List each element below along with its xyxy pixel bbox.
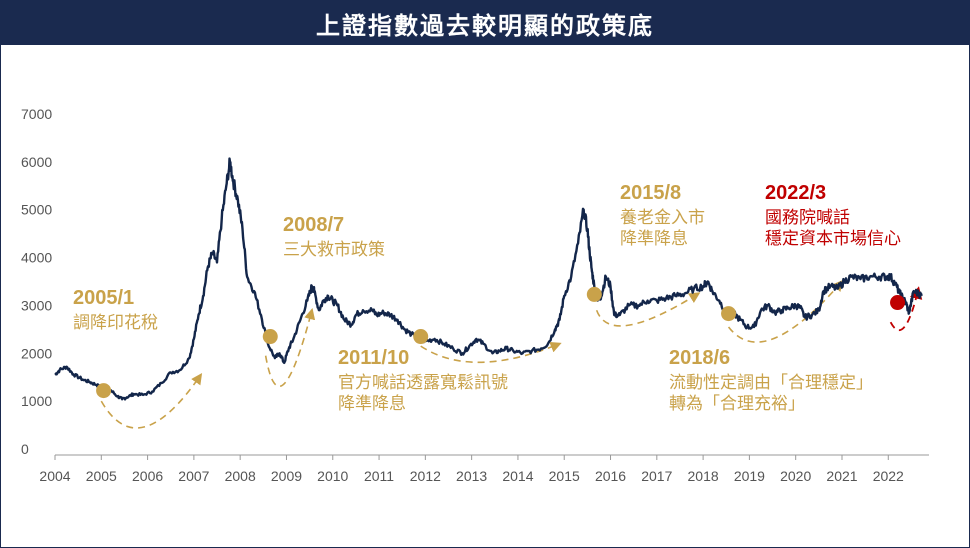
annotation-text: 調降印花稅 xyxy=(73,313,158,333)
x-tick-label: 2012 xyxy=(410,468,441,484)
annotation-text: 三大救市政策 xyxy=(283,240,385,260)
policy-bottom-curve xyxy=(727,279,844,343)
policy-bottom-marker xyxy=(721,306,737,322)
annotation-text: 流動性定調由「合理穩定」 xyxy=(669,373,873,393)
x-tick-label: 2004 xyxy=(39,468,70,484)
y-tick-label: 7000 xyxy=(21,106,52,122)
annotation-text: 降準降息 xyxy=(338,394,406,414)
y-tick-label: 3000 xyxy=(21,297,52,313)
annotation-date: 2005/1 xyxy=(73,287,134,309)
annotation-text: 養老金入市 xyxy=(620,208,705,228)
y-tick-label: 2000 xyxy=(21,345,52,361)
y-tick-label: 1000 xyxy=(21,393,52,409)
policy-bottom-curve xyxy=(100,372,203,429)
x-tick-label: 2014 xyxy=(502,468,533,484)
x-tick-label: 2019 xyxy=(734,468,765,484)
policy-bottom-curve xyxy=(420,341,562,364)
y-tick-label: 4000 xyxy=(21,250,52,266)
policy-bottom-marker xyxy=(586,286,602,302)
x-tick-label: 2015 xyxy=(549,468,580,484)
annotation-labels: 2005/1 調降印花稅 2008/7 三大救市政策 2011/10 官方喊話透露寬鬆訊號… xyxy=(73,182,901,414)
annotation-date: 2018/6 xyxy=(669,347,730,369)
x-tick-label: 2016 xyxy=(595,468,626,484)
index-series-line xyxy=(54,157,923,401)
policy-markers xyxy=(96,286,906,399)
annotation-date: 2011/10 xyxy=(338,347,409,369)
x-tick-label: 2007 xyxy=(178,468,209,484)
annotation-text: 降準降息 xyxy=(620,229,688,249)
policy-bottom-marker xyxy=(413,329,429,345)
y-tick-label: 5000 xyxy=(21,202,52,218)
policy-bottom-marker xyxy=(890,295,906,311)
chart-title: 上證指數過去較明顯的政策底 xyxy=(316,11,654,40)
x-tick-label: 2017 xyxy=(641,468,672,484)
policy-bottom-curves xyxy=(100,279,923,429)
series-group xyxy=(54,157,923,401)
x-tick-label: 2013 xyxy=(456,468,487,484)
policy-bottom-curve xyxy=(595,292,701,327)
x-tick-label: 2011 xyxy=(364,468,394,484)
x-tick-label: 2018 xyxy=(688,468,719,484)
annotation-text: 轉為「合理充裕」 xyxy=(669,394,805,414)
policy-bottom-marker xyxy=(96,383,112,399)
annotation-date: 2015/8 xyxy=(620,182,681,204)
annotation-date: 2022/3 xyxy=(765,182,826,204)
x-tick-label: 2005 xyxy=(86,468,117,484)
title-bar: 上證指數過去較明顯的政策底 xyxy=(1,1,969,45)
x-tick-label: 2006 xyxy=(132,468,163,484)
annotation-date: 2008/7 xyxy=(283,214,344,236)
x-tick-label: 2010 xyxy=(317,468,348,484)
y-tick-label: 6000 xyxy=(21,154,52,170)
axes-group: 0 1000 2000 3000 4000 5000 6000 7000 2004 2005 200… xyxy=(21,106,929,484)
x-tick-label: 2020 xyxy=(780,468,811,484)
x-tick-label: 2009 xyxy=(271,468,302,484)
policy-bottom-curve xyxy=(264,308,316,388)
annotation-text: 穩定資本市場信心 xyxy=(765,229,901,249)
y-tick-label: 0 xyxy=(21,441,29,457)
annotation-text: 國務院喊話 xyxy=(765,208,850,228)
policy-bottom-curve xyxy=(889,286,923,332)
x-tick-label: 2021 xyxy=(826,468,857,484)
annotation-text: 官方喊話透露寬鬆訊號 xyxy=(338,372,508,393)
x-tick-label: 2022 xyxy=(873,468,904,484)
policy-bottom-marker xyxy=(262,329,278,345)
x-tick-label: 2008 xyxy=(225,468,256,484)
